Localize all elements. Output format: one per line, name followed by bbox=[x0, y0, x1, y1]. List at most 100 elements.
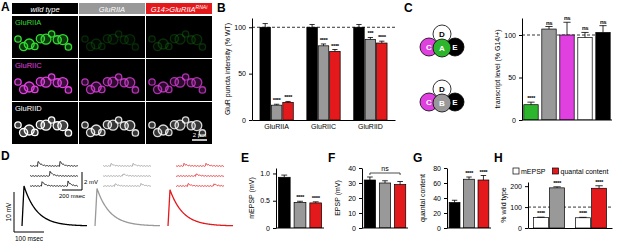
x-axis-line bbox=[529, 228, 613, 229]
y-tick: 40 bbox=[433, 195, 447, 202]
bar bbox=[310, 203, 322, 228]
column-header-bg bbox=[12, 3, 78, 14]
annotations: ****nsnsnsns bbox=[527, 15, 607, 101]
marks bbox=[278, 175, 321, 228]
column-header: wild type bbox=[30, 5, 59, 14]
y-tick: 80 bbox=[433, 165, 447, 172]
bar bbox=[318, 46, 329, 120]
y-tick-mark bbox=[519, 78, 522, 79]
row-label: GluRIIA bbox=[15, 18, 41, 27]
bar bbox=[464, 179, 475, 228]
bouton bbox=[125, 121, 135, 131]
y-tick-label: 0 bbox=[352, 225, 356, 232]
y-axis-title: EPSP (mV) bbox=[334, 180, 342, 216]
y-axis-line bbox=[528, 183, 529, 229]
y-tick-mark bbox=[359, 198, 362, 199]
subunit-label: B bbox=[439, 99, 445, 108]
bar bbox=[550, 188, 565, 228]
significance: **** bbox=[579, 210, 588, 216]
error-bar bbox=[466, 177, 471, 179]
y-tick-label: 10 bbox=[348, 210, 356, 217]
scale-bar-label: 2 mV bbox=[84, 179, 98, 185]
legend-item: mEPSP bbox=[513, 168, 546, 175]
error-bar bbox=[452, 200, 457, 202]
reference-line bbox=[252, 27, 395, 28]
bouton bbox=[115, 117, 121, 123]
error-bar bbox=[321, 44, 326, 46]
background bbox=[0, 0, 617, 245]
image-background bbox=[146, 16, 212, 58]
bouton bbox=[166, 129, 172, 135]
image-cell bbox=[146, 59, 212, 101]
bar bbox=[260, 27, 271, 120]
x-tick-label: GluRIIA bbox=[264, 123, 289, 130]
y-tick-label: 30 bbox=[348, 180, 356, 187]
x-tick: GluRIIA bbox=[264, 120, 289, 130]
image-cell bbox=[79, 16, 145, 58]
error-bar bbox=[579, 217, 586, 218]
bouton bbox=[149, 122, 155, 128]
image-cell bbox=[79, 102, 145, 144]
y-tick: 0 bbox=[352, 225, 362, 232]
legend-label: quantal content bbox=[561, 168, 609, 176]
bouton bbox=[99, 129, 105, 135]
significance: ns bbox=[546, 20, 553, 26]
y-tick-mark bbox=[519, 35, 522, 36]
bouton bbox=[149, 36, 155, 42]
y-tick-label: 100 bbox=[504, 32, 516, 39]
epsp-trace bbox=[95, 189, 160, 227]
y-axis: 0 20 40 60 80 bbox=[433, 165, 447, 232]
y-tick-label: 40 bbox=[433, 195, 441, 202]
significance: **** bbox=[273, 97, 282, 103]
bouton bbox=[99, 86, 105, 92]
bouton bbox=[58, 121, 68, 131]
subunit-label: D bbox=[439, 30, 445, 39]
bouton bbox=[115, 74, 121, 80]
bouton bbox=[132, 44, 138, 50]
image-background bbox=[146, 102, 212, 144]
y-axis-line bbox=[447, 169, 448, 229]
error-bar bbox=[368, 37, 373, 39]
bouton bbox=[65, 87, 71, 93]
significance: **** bbox=[296, 194, 305, 200]
epsp-trace bbox=[168, 190, 233, 226]
plot: ********00.51.0mEPSP (mV) bbox=[248, 169, 324, 232]
bouton bbox=[182, 117, 188, 123]
panel-letter: B bbox=[217, 1, 226, 15]
panel-letter: A bbox=[1, 0, 10, 14]
panel-letter: C bbox=[404, 1, 413, 15]
y-axis-line bbox=[276, 169, 277, 229]
significance: **** bbox=[465, 170, 474, 176]
y-axis: 050100 bbox=[234, 19, 252, 124]
image-background bbox=[79, 102, 145, 144]
error-bar bbox=[356, 24, 361, 27]
bar bbox=[364, 180, 375, 228]
bouton bbox=[192, 35, 202, 45]
bar bbox=[596, 32, 610, 120]
y-tick: 60 bbox=[433, 180, 447, 187]
y-axis: 010203040 bbox=[348, 165, 362, 232]
error-bar bbox=[274, 104, 279, 106]
bar bbox=[365, 39, 376, 120]
bouton bbox=[192, 78, 202, 88]
bouton bbox=[48, 74, 54, 80]
y-axis-title: % wild type bbox=[500, 187, 508, 223]
column-header-bg bbox=[146, 3, 212, 14]
y-tick-label: 0 bbox=[266, 225, 270, 232]
mepsp-trace bbox=[30, 171, 78, 176]
x-axis bbox=[529, 228, 613, 230]
bouton bbox=[149, 79, 155, 85]
y-tick: 0 bbox=[437, 225, 447, 232]
bouton bbox=[115, 31, 121, 37]
y-tick-label: 80 bbox=[433, 165, 441, 172]
y-tick-label: 100 bbox=[510, 204, 522, 211]
significance: **** bbox=[312, 195, 321, 201]
significance: *** bbox=[367, 30, 374, 36]
error-bar bbox=[545, 27, 552, 30]
y-tick-label: 20 bbox=[433, 210, 441, 217]
bouton bbox=[15, 36, 21, 42]
bouton bbox=[166, 86, 172, 92]
x-axis-line bbox=[253, 120, 396, 121]
bouton bbox=[199, 44, 205, 50]
legend-item: quantal content bbox=[553, 168, 609, 176]
